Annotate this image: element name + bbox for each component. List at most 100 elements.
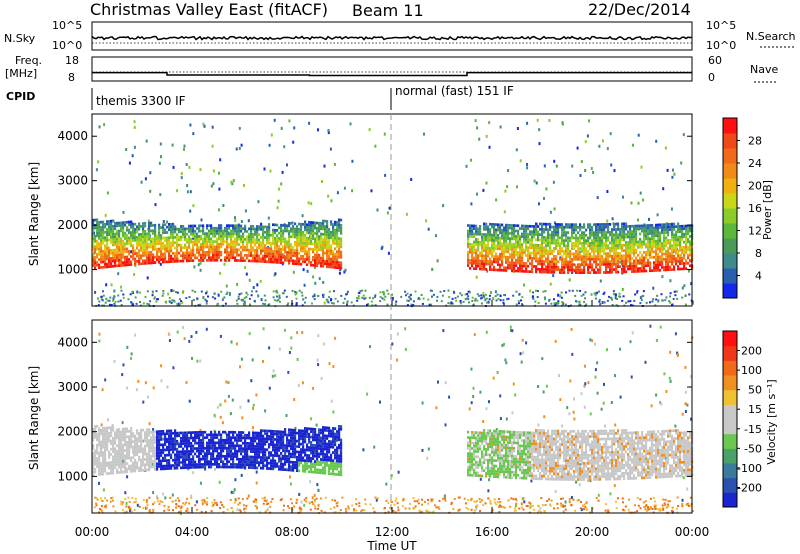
echo-cell xyxy=(665,260,668,264)
ground-cell xyxy=(617,497,619,500)
scatter-cell xyxy=(242,435,245,438)
echo-cell xyxy=(545,225,548,229)
echo-cell xyxy=(603,244,606,248)
ground-cell xyxy=(491,509,494,512)
echo-cell xyxy=(671,249,674,253)
scatter-cell xyxy=(644,360,647,364)
echo-cell xyxy=(467,232,470,235)
echo-cell xyxy=(108,254,111,258)
echo-cell xyxy=(322,259,325,263)
echo-cell xyxy=(591,263,594,266)
echo-cell xyxy=(581,247,584,250)
echo-cell xyxy=(120,237,123,241)
echo-cell xyxy=(557,223,560,226)
echo-cell xyxy=(481,238,484,242)
scatter-cell xyxy=(681,412,684,416)
echo-cell xyxy=(106,230,109,234)
ground-cell xyxy=(245,296,248,299)
echo-cell xyxy=(256,230,259,234)
echo-cell xyxy=(100,266,103,269)
echo-cell xyxy=(310,237,313,240)
scatter-cell xyxy=(470,202,473,206)
echo-cell xyxy=(144,232,147,236)
echo-cell xyxy=(493,236,496,240)
scatter-cell xyxy=(519,352,522,356)
echo-cell xyxy=(250,224,253,228)
scatter-cell xyxy=(590,167,593,170)
echo-cell xyxy=(561,260,564,264)
echo-cell xyxy=(166,260,169,264)
ground-cell xyxy=(145,499,148,502)
echo-cell xyxy=(154,226,157,230)
scatter-cell xyxy=(224,399,227,403)
scatter-cell xyxy=(266,507,269,511)
echo-cell xyxy=(152,229,155,233)
echo-cell xyxy=(575,239,578,242)
echo-cell xyxy=(334,252,337,256)
echo-cell xyxy=(559,249,562,253)
scatter-cell xyxy=(368,128,371,132)
echo-cell xyxy=(479,259,482,263)
ground-cell xyxy=(521,296,524,299)
echo-cell xyxy=(132,255,135,258)
echo-cell xyxy=(655,261,658,264)
echo-cell xyxy=(152,237,155,241)
echo-cell xyxy=(627,251,630,255)
echo-cell xyxy=(214,229,217,233)
ground-cell xyxy=(152,511,155,514)
ground-cell xyxy=(237,297,240,300)
echo-cell xyxy=(104,225,107,229)
echo-cell xyxy=(487,244,490,247)
echo-cell xyxy=(467,250,470,254)
echo-cell xyxy=(268,239,271,242)
echo-cell xyxy=(499,268,502,272)
echo-cell xyxy=(132,247,135,250)
echo-cell xyxy=(495,223,498,226)
echo-cell xyxy=(479,251,482,255)
echo-cell xyxy=(204,237,207,241)
ground-cell xyxy=(391,296,394,299)
ground-cell xyxy=(196,297,199,300)
echo-cell xyxy=(501,244,504,248)
echo-cell xyxy=(220,240,223,243)
ground-cell xyxy=(541,504,544,507)
ground-cell xyxy=(668,300,671,303)
echo-cell xyxy=(667,247,670,250)
echo-cell xyxy=(621,246,624,250)
echo-cell xyxy=(216,253,219,257)
echo-cell xyxy=(641,243,644,246)
echo-cell xyxy=(282,229,285,233)
echo-cell xyxy=(308,231,311,235)
echo-cell xyxy=(503,231,506,235)
echo-cell xyxy=(511,237,514,241)
echo-cell xyxy=(561,233,564,237)
echo-cell xyxy=(138,241,141,244)
ground-cell xyxy=(614,293,617,296)
echo-cell xyxy=(481,251,484,255)
scatter-cell xyxy=(530,479,533,483)
echo-cell xyxy=(517,269,520,273)
ground-cell xyxy=(455,299,458,302)
ground-cell xyxy=(436,299,438,302)
echo-cell xyxy=(226,229,229,233)
echo-cell xyxy=(136,225,139,229)
echo-cell xyxy=(657,229,660,232)
scatter-cell xyxy=(426,456,429,460)
echo-cell xyxy=(108,225,111,228)
echo-cell xyxy=(655,247,658,251)
echo-cell xyxy=(266,260,269,264)
scatter-cell xyxy=(504,358,507,362)
echo-cell xyxy=(477,262,480,265)
echo-cell xyxy=(549,270,552,274)
echo-cell xyxy=(611,244,614,247)
scatter-cell xyxy=(599,279,602,283)
echo-cell xyxy=(509,264,512,267)
echo-cell xyxy=(605,247,608,250)
echo-cell xyxy=(675,225,678,228)
echo-cell xyxy=(300,230,303,234)
echo-cell xyxy=(491,255,494,258)
scatter-cell xyxy=(240,357,243,361)
echo-cell xyxy=(633,248,636,252)
echo-cell xyxy=(290,259,293,263)
echo-cell xyxy=(214,248,217,251)
